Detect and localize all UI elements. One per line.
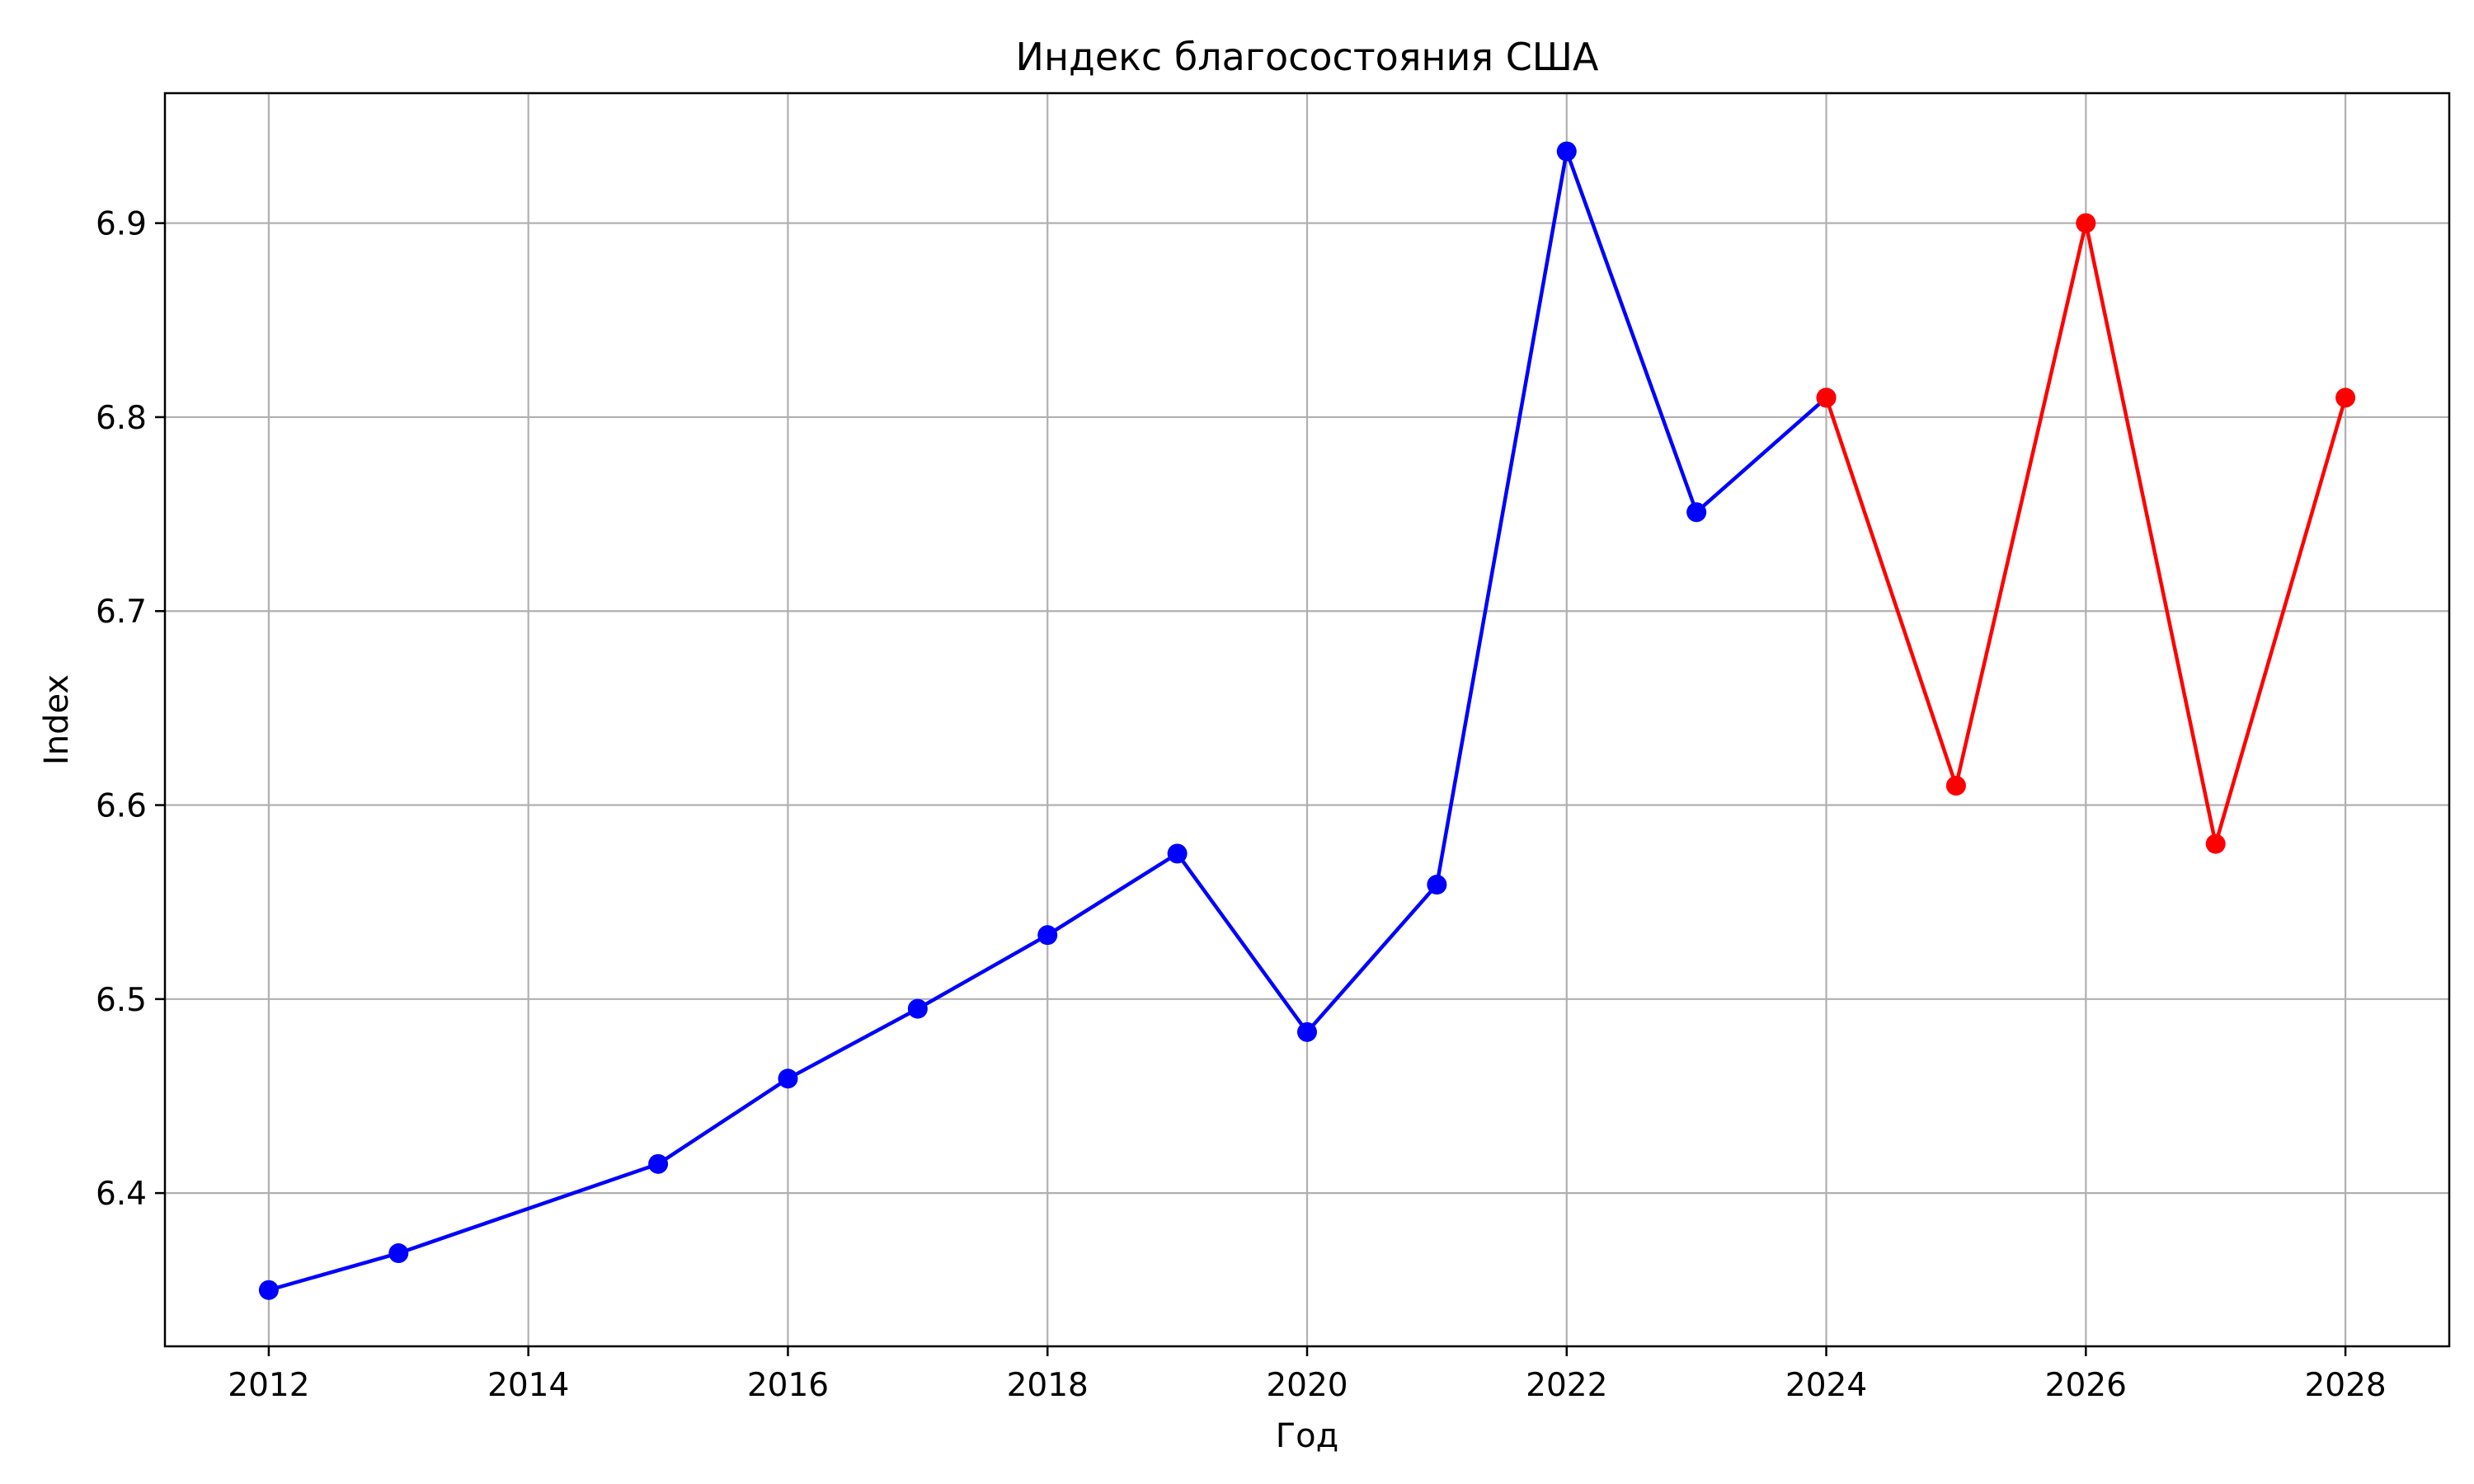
data-point — [1686, 502, 1707, 523]
data-point — [2335, 387, 2356, 408]
y-tick-label: 6.6 — [96, 788, 147, 825]
y-tick-label: 6.5 — [96, 982, 147, 1019]
x-tick-label: 2018 — [1007, 1367, 1089, 1404]
series-line — [268, 149, 1828, 1292]
x-axis-label: Год — [1276, 1417, 1339, 1455]
x-tick-label: 2028 — [2304, 1367, 2386, 1404]
data-point — [1167, 843, 1188, 864]
series-0 — [258, 141, 1837, 1300]
data-point — [907, 998, 928, 1019]
data-point — [2076, 213, 2096, 233]
data-point — [1297, 1021, 1317, 1042]
x-tick-label: 2022 — [1526, 1367, 1607, 1404]
data-point — [1037, 925, 1058, 946]
x-tick-label: 2026 — [2045, 1367, 2127, 1404]
x-tick-label: 2012 — [228, 1367, 309, 1404]
data-point — [2205, 834, 2226, 854]
data-point — [388, 1243, 409, 1264]
y-tick-label: 6.4 — [96, 1176, 147, 1213]
series-1 — [1816, 213, 2356, 854]
data-point — [1556, 141, 1577, 162]
x-tick-label: 2016 — [747, 1367, 829, 1404]
chart-title: Индекс благосостояния США — [1016, 35, 1599, 79]
series-layer — [258, 141, 2356, 1300]
data-point — [648, 1153, 669, 1174]
data-point — [1945, 776, 1966, 796]
x-tick-label: 2014 — [487, 1367, 569, 1404]
y-axis-label: Index — [38, 674, 76, 765]
x-tick-label: 2024 — [1785, 1367, 1867, 1404]
x-tick-label: 2020 — [1266, 1367, 1348, 1404]
grid-layer — [165, 93, 2449, 1346]
y-tick-label: 6.8 — [96, 400, 147, 437]
y-tick-label: 6.9 — [96, 206, 147, 243]
data-point — [1816, 387, 1837, 408]
data-point — [1427, 875, 1447, 895]
y-tick-label: 6.7 — [96, 594, 147, 631]
data-point — [258, 1280, 279, 1300]
tick-layer: 2012 2014 2016 2018 2020 2022 2024 2026 2028 6.4 6… — [96, 206, 2387, 1404]
data-point — [778, 1068, 798, 1089]
